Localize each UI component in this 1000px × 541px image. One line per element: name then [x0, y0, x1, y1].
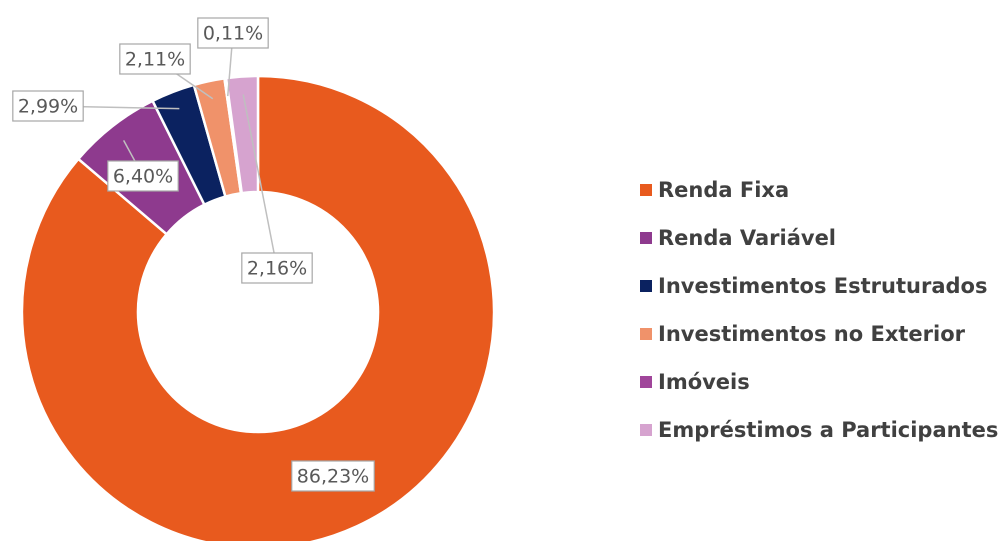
data-label: 2,99% — [18, 96, 78, 118]
label-box — [119, 43, 191, 75]
label-box — [241, 252, 313, 284]
leader-line — [242, 94, 278, 269]
legend-label: Investimentos no Exterior — [658, 322, 966, 346]
data-label: 86,23% — [297, 466, 369, 488]
data-label: 6,40% — [113, 166, 173, 188]
legend-swatch — [640, 376, 652, 388]
slice — [20, 74, 496, 541]
label-box — [291, 460, 375, 492]
legend-swatch — [640, 184, 652, 196]
legend-swatch — [640, 280, 652, 292]
legend-label: Investimentos Estruturados — [658, 274, 987, 298]
slice — [224, 74, 260, 195]
legend-label: Imóveis — [658, 370, 750, 394]
label-box — [197, 17, 269, 49]
data-label: 2,11% — [125, 49, 185, 71]
legend-swatch — [640, 232, 652, 244]
legend-label: Renda Fixa — [658, 178, 789, 202]
data-label: 0,11% — [203, 23, 263, 45]
legend-label: Empréstimos a Participantes — [658, 418, 998, 442]
legend-swatch — [640, 424, 652, 436]
legend-label: Renda Variável — [658, 226, 836, 250]
label-box — [12, 90, 84, 122]
label-box — [107, 160, 179, 192]
data-label: 2,16% — [247, 258, 307, 280]
legend-swatch — [640, 328, 652, 340]
